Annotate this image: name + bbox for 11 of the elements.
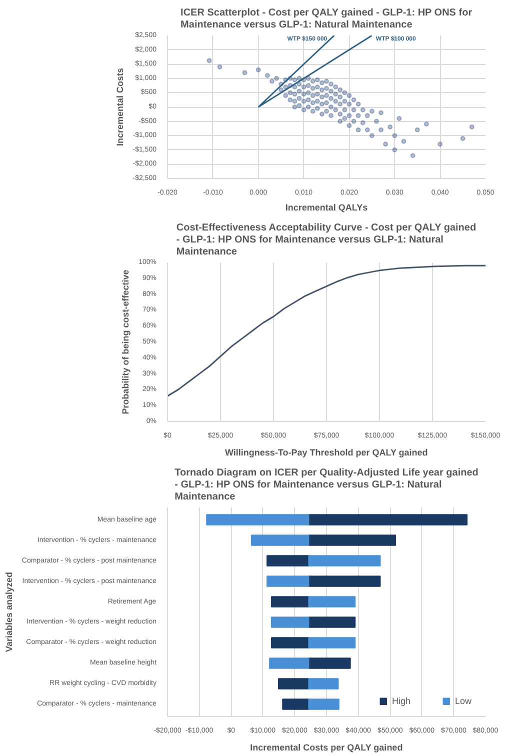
chart-title: Tornado Diagram on ICER per Quality-Adjusted Life year gained - GLP-1: HP ONS for Maintenance versus GLP-1: Natural Maintenance <box>174 467 478 502</box>
y-axis-title: Variables analyzed <box>4 572 14 652</box>
y-axis-title: Probability of being cost-effective <box>120 270 131 414</box>
legend-label: Low <box>455 696 473 706</box>
chart-title: Cost-Effectiveness Acceptability Curve - Cost per QALY gained - GLP-1: HP ONS for Maintenance versus GLP-1: Natural Maintenance <box>176 222 476 258</box>
y-axis-title: Incremental Costs <box>114 68 125 146</box>
chart-title: ICER Scatterplot - Cost per QALY gained - GLP-1: HP ONS for Maintenance versus GLP-1: Natural Maintenance <box>180 7 472 30</box>
x-axis-title: Incremental QALYs <box>285 202 368 212</box>
x-axis-title: Willingness-To-Pay Threshold per QALY gained <box>225 448 428 458</box>
legend-label: High <box>392 696 412 706</box>
x-axis-title: Incremental Costs per QALY gained <box>250 742 403 752</box>
